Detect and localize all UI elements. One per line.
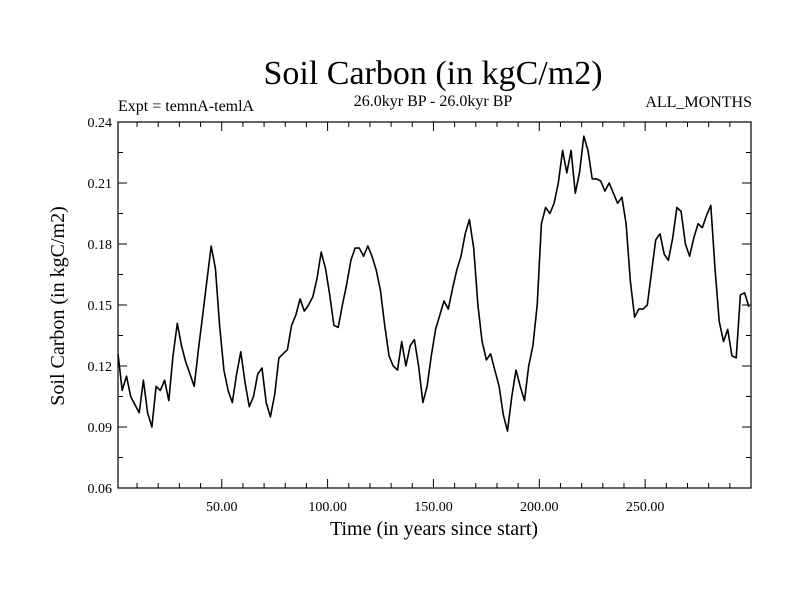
chart-subtitle-center: 26.0kyr BP - 26.0kyr BP	[354, 93, 513, 110]
y-tick-label: 0.15	[88, 299, 113, 314]
y-tick-label: 0.12	[88, 360, 113, 375]
x-tick-label: 250.00	[626, 500, 665, 515]
x-tick-label: 150.00	[414, 500, 453, 515]
chart-title: Soil Carbon (in kgC/m2)	[263, 55, 602, 92]
y-tick-label: 0.09	[88, 421, 113, 436]
plot-frame	[117, 121, 752, 489]
y-tick-label: 0.21	[88, 177, 113, 192]
x-axis-label: Time (in years since start)	[330, 518, 538, 540]
y-tick-label: 0.24	[88, 116, 113, 131]
y-tick-label: 0.06	[88, 482, 113, 497]
y-axis: 0.06 0.09 0.12 0.15 0.18 0.21 0.24	[88, 116, 751, 497]
y-tick-label: 0.18	[88, 238, 113, 253]
x-tick-label: 100.00	[308, 500, 347, 515]
x-axis: 50.00 100.00 150.00 200.00 250.00	[136, 122, 752, 515]
x-tick-label: 50.00	[206, 500, 238, 515]
series-line	[117, 135, 750, 432]
chart-subtitle-left: Expt = temnA-temlA	[118, 98, 255, 115]
series-layer	[117, 135, 750, 432]
y-axis-label: Soil Carbon (in kgC/m2)	[47, 206, 69, 405]
x-tick-label: 200.00	[520, 500, 559, 515]
chart-subtitle-right: ALL_MONTHS	[645, 94, 752, 111]
